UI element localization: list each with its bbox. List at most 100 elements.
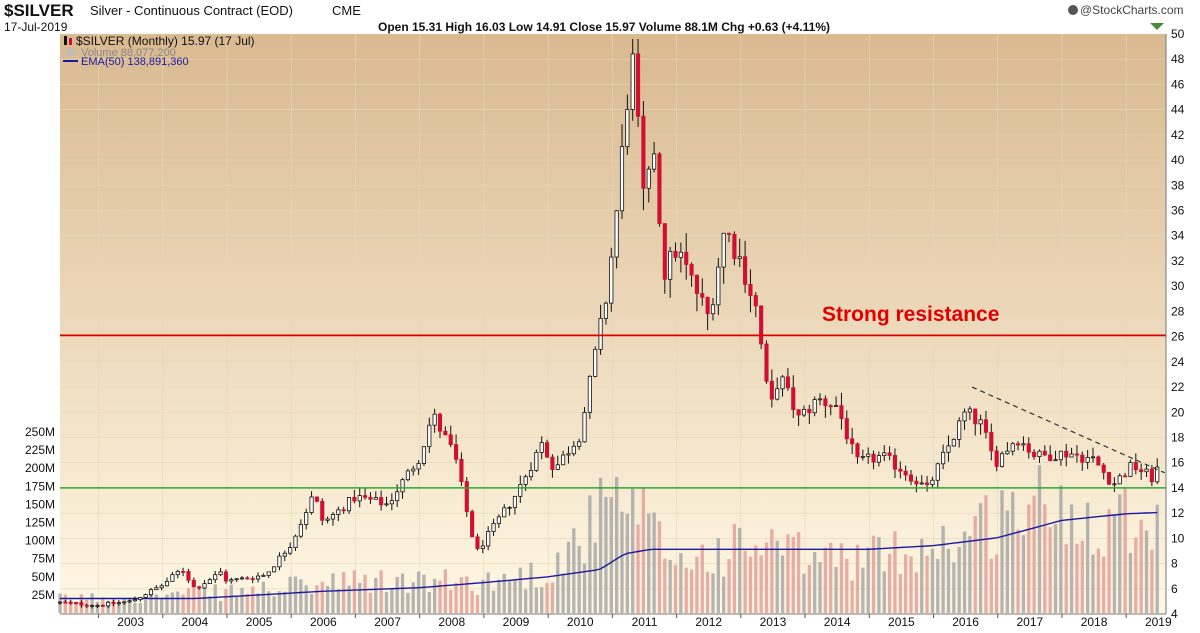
- candle-body: [673, 250, 678, 258]
- candle-body: [464, 481, 469, 513]
- volume-bar: [823, 547, 828, 613]
- volume-bar: [839, 543, 844, 613]
- candle-body: [234, 578, 239, 581]
- candle-body: [346, 496, 352, 512]
- volume-bar: [727, 559, 731, 613]
- candle-body: [710, 304, 716, 315]
- candle-body: [882, 452, 887, 457]
- candle-body: [834, 405, 839, 408]
- volume-bar: [347, 585, 351, 613]
- volume-bar: [748, 556, 753, 613]
- volume-bar: [534, 587, 539, 613]
- volume-bar: [636, 524, 640, 613]
- year-tick-label: 2005: [246, 615, 273, 628]
- candle-body: [528, 470, 534, 478]
- candle-body: [866, 453, 871, 457]
- volume-bar: [1059, 485, 1063, 613]
- volume-bar: [695, 556, 699, 613]
- volume-bar: [143, 599, 148, 613]
- instrument-name: Silver - Continuous Contract (EOD): [90, 3, 293, 18]
- candle-body: [1010, 443, 1015, 452]
- candle-body: [844, 418, 849, 440]
- volume-bar: [507, 580, 512, 613]
- candle-body: [748, 283, 753, 296]
- volume-bar: [111, 599, 116, 613]
- volume-bar: [449, 589, 453, 613]
- candle-body: [684, 251, 689, 265]
- candle-body: [1037, 450, 1042, 458]
- volume-bar: [74, 601, 78, 613]
- volume-bar: [1118, 494, 1122, 613]
- candle-body: [764, 343, 769, 382]
- candle-body: [817, 398, 823, 401]
- candle-legend-icon: [64, 36, 72, 45]
- candle-body: [887, 452, 892, 456]
- year-tick-label: 2017: [1016, 615, 1043, 628]
- volume-bar: [572, 528, 576, 613]
- price-tick-label: 36: [1171, 204, 1185, 218]
- candle-body: [400, 479, 405, 493]
- year-tick-label: 2016: [952, 615, 979, 628]
- candle-body: [298, 524, 303, 537]
- volume-bar: [1123, 488, 1127, 613]
- candle-body: [416, 463, 421, 470]
- volume-bar: [288, 576, 292, 613]
- volume-bar: [914, 572, 919, 613]
- candle-body: [1096, 456, 1101, 466]
- year-tick-label: 2013: [760, 615, 787, 628]
- volume-bar: [475, 594, 480, 613]
- candle-body: [373, 497, 378, 500]
- candle-body: [245, 577, 250, 580]
- plot-area: [60, 34, 1166, 614]
- candle-body: [1101, 464, 1106, 473]
- volume-bar: [1096, 548, 1101, 613]
- volume-bar: [293, 576, 298, 613]
- volume-bar: [716, 538, 720, 613]
- volume-bar: [529, 562, 533, 613]
- collapse-toggle-icon[interactable]: [1150, 23, 1164, 30]
- candle-body: [84, 604, 89, 607]
- volume-bar: [63, 594, 68, 613]
- candle-body: [668, 250, 673, 280]
- candle-body: [1128, 462, 1133, 477]
- candle-body: [1026, 443, 1031, 453]
- candle-body: [807, 408, 812, 414]
- candle-body: [957, 420, 962, 440]
- volume-bar: [304, 585, 308, 613]
- volume-bar: [577, 545, 581, 613]
- price-tick-label: 10: [1171, 531, 1185, 545]
- volume-bar: [1048, 527, 1052, 613]
- volume-bar: [984, 495, 988, 613]
- candle-body: [470, 511, 475, 538]
- candle-body: [1074, 453, 1079, 456]
- candle-body: [197, 586, 202, 589]
- volume-bar: [1075, 543, 1079, 613]
- candle-body: [823, 398, 828, 407]
- volume-bar: [331, 573, 335, 613]
- candle-body: [68, 601, 73, 604]
- volume-bar: [684, 567, 688, 613]
- candle-body: [143, 594, 148, 598]
- volume-bar: [556, 552, 560, 613]
- candle-body: [1117, 475, 1122, 485]
- candle-body: [288, 547, 293, 554]
- volume-bar: [657, 521, 662, 613]
- candle-body: [459, 458, 464, 483]
- candle-body: [191, 579, 196, 588]
- volume-bar: [422, 574, 426, 613]
- candle-body: [925, 482, 930, 485]
- volume-bar: [283, 591, 287, 613]
- volume-bar: [732, 524, 737, 613]
- candle-body: [437, 413, 443, 432]
- candle-body: [90, 605, 95, 607]
- year-tick-label: 2003: [117, 615, 144, 628]
- volume-bar: [160, 598, 164, 613]
- volume-bar: [614, 476, 619, 613]
- candle-body: [138, 597, 143, 600]
- volume-tick-label: 200M: [25, 461, 55, 475]
- volume-bar: [1000, 490, 1004, 613]
- candle-body: [304, 512, 309, 525]
- volume-bar: [861, 567, 865, 613]
- candle-body: [218, 571, 223, 576]
- volume-tick-label: 75M: [32, 552, 55, 566]
